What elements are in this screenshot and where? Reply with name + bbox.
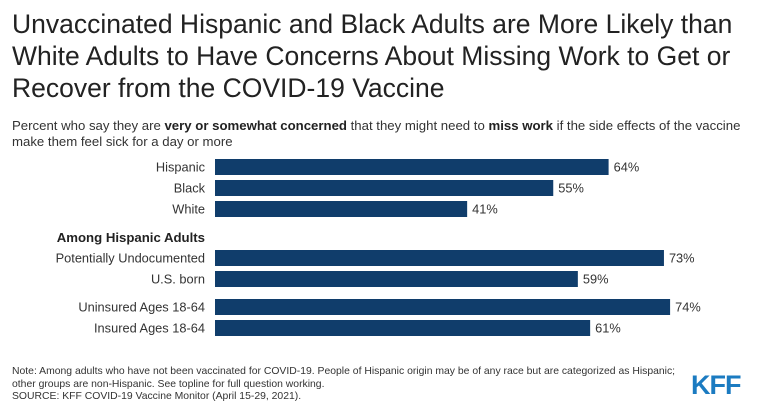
footer-notes: Note: Among adults who have not been vac… — [12, 366, 692, 404]
bar-hispanic — [215, 159, 609, 175]
bar-u-s-born — [215, 271, 578, 287]
value-label-insured-ages-18-64: 61% — [595, 321, 621, 336]
category-label-uninsured-ages-18-64: Uninsured Ages 18-64 — [78, 300, 205, 315]
subtitle-text-2: that they might need to — [346, 118, 489, 133]
chart-title: Unvaccinated Hispanic and Black Adults a… — [12, 9, 733, 103]
value-label-uninsured-ages-18-64: 74% — [675, 300, 701, 315]
footer-note: Note: Among adults who have not been vac… — [12, 366, 676, 390]
bar-black — [215, 180, 554, 196]
bar-chart: Hispanic 64% Black 55% White 41% Among Hispani… — [56, 159, 701, 336]
value-label-white: 41% — [472, 202, 498, 217]
chart-subtitle: Percent who say they are very or somewha… — [12, 118, 772, 150]
bar-white — [215, 201, 468, 217]
category-label-white: White — [172, 202, 205, 217]
category-label-hispanic: Hispanic — [156, 160, 206, 175]
bar-potentially-undocumented — [215, 250, 664, 266]
subtitle-text-1: Percent who say they are — [12, 118, 165, 133]
group-heading: Among Hispanic Adults — [57, 230, 205, 245]
category-label-potentially-undocumented: Potentially Undocumented — [56, 251, 205, 266]
category-label-u-s-born: U.S. born — [151, 272, 205, 287]
value-label-black: 55% — [558, 181, 584, 196]
footer-source: SOURCE: KFF COVID-19 Vaccine Monitor (Ap… — [12, 391, 302, 402]
kff-logo: KFF — [691, 370, 741, 400]
category-label-insured-ages-18-64: Insured Ages 18-64 — [94, 321, 205, 336]
subtitle-text-3: if the side effects of the vaccine make … — [12, 118, 741, 149]
subtitle-bold-2: miss work — [488, 118, 553, 133]
value-label-hispanic: 64% — [614, 160, 640, 175]
value-label-potentially-undocumented: 73% — [669, 251, 695, 266]
category-label-black: Black — [174, 181, 206, 196]
value-label-u-s-born: 59% — [583, 272, 609, 287]
subtitle-bold-1: very or somewhat concerned — [164, 118, 347, 133]
bar-insured-ages-18-64 — [215, 320, 591, 336]
bar-uninsured-ages-18-64 — [215, 299, 671, 315]
